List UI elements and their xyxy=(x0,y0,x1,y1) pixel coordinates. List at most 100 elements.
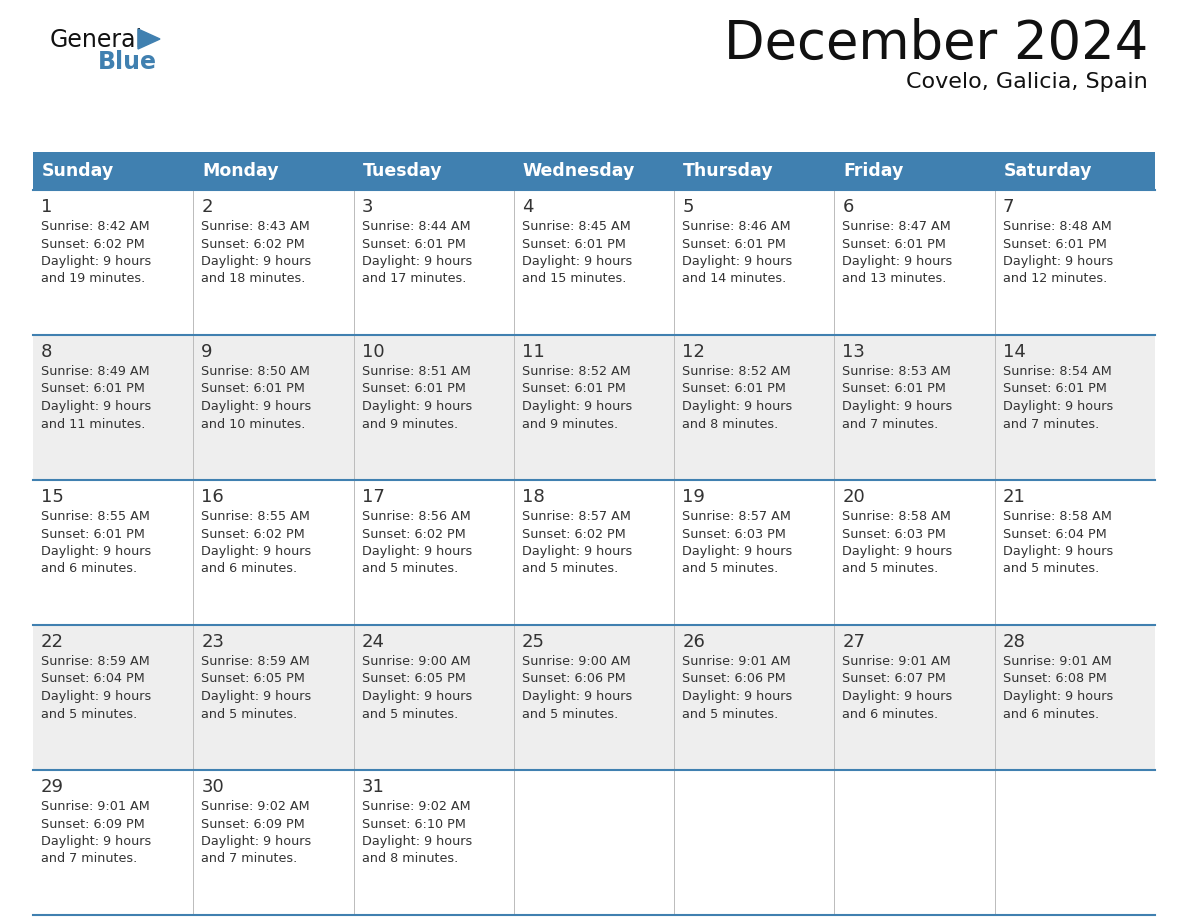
Text: Sunset: 6:02 PM: Sunset: 6:02 PM xyxy=(42,238,145,251)
Text: Daylight: 9 hours: Daylight: 9 hours xyxy=(522,400,632,413)
Text: 18: 18 xyxy=(522,488,544,506)
Text: 11: 11 xyxy=(522,343,544,361)
Text: 8: 8 xyxy=(42,343,52,361)
Text: Tuesday: Tuesday xyxy=(362,162,442,180)
Text: Sunrise: 9:00 AM: Sunrise: 9:00 AM xyxy=(522,655,631,668)
Text: Sunset: 6:01 PM: Sunset: 6:01 PM xyxy=(361,238,466,251)
Text: 1: 1 xyxy=(42,198,52,216)
Text: Sunset: 6:01 PM: Sunset: 6:01 PM xyxy=(682,238,786,251)
Text: and 11 minutes.: and 11 minutes. xyxy=(42,418,145,431)
Text: Daylight: 9 hours: Daylight: 9 hours xyxy=(522,255,632,268)
Text: and 5 minutes.: and 5 minutes. xyxy=(682,708,778,721)
Text: 15: 15 xyxy=(42,488,64,506)
Text: Sunrise: 8:57 AM: Sunrise: 8:57 AM xyxy=(682,510,791,523)
Text: and 6 minutes.: and 6 minutes. xyxy=(42,563,137,576)
Text: Sunrise: 8:58 AM: Sunrise: 8:58 AM xyxy=(842,510,952,523)
Text: 21: 21 xyxy=(1003,488,1025,506)
Text: and 5 minutes.: and 5 minutes. xyxy=(361,563,457,576)
Bar xyxy=(33,190,1155,335)
Text: and 5 minutes.: and 5 minutes. xyxy=(682,563,778,576)
Text: Daylight: 9 hours: Daylight: 9 hours xyxy=(42,690,151,703)
Text: and 7 minutes.: and 7 minutes. xyxy=(201,853,297,866)
Text: Sunrise: 8:43 AM: Sunrise: 8:43 AM xyxy=(201,220,310,233)
Text: Sunrise: 8:56 AM: Sunrise: 8:56 AM xyxy=(361,510,470,523)
Text: Daylight: 9 hours: Daylight: 9 hours xyxy=(682,400,792,413)
Text: Sunset: 6:01 PM: Sunset: 6:01 PM xyxy=(842,238,947,251)
Text: Saturday: Saturday xyxy=(1004,162,1092,180)
Text: Daylight: 9 hours: Daylight: 9 hours xyxy=(42,400,151,413)
Text: 7: 7 xyxy=(1003,198,1015,216)
Text: Sunrise: 8:53 AM: Sunrise: 8:53 AM xyxy=(842,365,952,378)
Text: Daylight: 9 hours: Daylight: 9 hours xyxy=(201,400,311,413)
Text: and 7 minutes.: and 7 minutes. xyxy=(842,418,939,431)
Text: 27: 27 xyxy=(842,633,865,651)
Text: 24: 24 xyxy=(361,633,385,651)
Text: 29: 29 xyxy=(42,778,64,796)
Text: December 2024: December 2024 xyxy=(723,18,1148,70)
Text: and 5 minutes.: and 5 minutes. xyxy=(201,708,297,721)
Text: Sunset: 6:10 PM: Sunset: 6:10 PM xyxy=(361,818,466,831)
Text: 6: 6 xyxy=(842,198,854,216)
Text: Sunrise: 8:59 AM: Sunrise: 8:59 AM xyxy=(42,655,150,668)
Text: 23: 23 xyxy=(201,633,225,651)
Text: Sunrise: 8:54 AM: Sunrise: 8:54 AM xyxy=(1003,365,1112,378)
Text: Sunrise: 8:57 AM: Sunrise: 8:57 AM xyxy=(522,510,631,523)
Text: and 18 minutes.: and 18 minutes. xyxy=(201,273,305,285)
Text: Sunset: 6:01 PM: Sunset: 6:01 PM xyxy=(522,383,626,396)
Text: Sunset: 6:02 PM: Sunset: 6:02 PM xyxy=(522,528,626,541)
Text: Sunrise: 8:42 AM: Sunrise: 8:42 AM xyxy=(42,220,150,233)
Text: and 5 minutes.: and 5 minutes. xyxy=(522,563,618,576)
Text: Sunrise: 9:01 AM: Sunrise: 9:01 AM xyxy=(682,655,791,668)
Text: Sunrise: 9:02 AM: Sunrise: 9:02 AM xyxy=(201,800,310,813)
Text: 4: 4 xyxy=(522,198,533,216)
Text: Daylight: 9 hours: Daylight: 9 hours xyxy=(42,835,151,848)
Text: and 14 minutes.: and 14 minutes. xyxy=(682,273,786,285)
Text: Sunrise: 8:44 AM: Sunrise: 8:44 AM xyxy=(361,220,470,233)
Text: and 6 minutes.: and 6 minutes. xyxy=(842,708,939,721)
Text: Sunday: Sunday xyxy=(42,162,114,180)
Text: 26: 26 xyxy=(682,633,704,651)
Text: Daylight: 9 hours: Daylight: 9 hours xyxy=(42,545,151,558)
Text: General: General xyxy=(50,28,143,52)
Text: Sunset: 6:01 PM: Sunset: 6:01 PM xyxy=(682,383,786,396)
Text: Sunrise: 9:01 AM: Sunrise: 9:01 AM xyxy=(42,800,150,813)
Text: Daylight: 9 hours: Daylight: 9 hours xyxy=(201,690,311,703)
Text: Sunset: 6:06 PM: Sunset: 6:06 PM xyxy=(522,673,626,686)
Text: and 17 minutes.: and 17 minutes. xyxy=(361,273,466,285)
Text: and 5 minutes.: and 5 minutes. xyxy=(522,708,618,721)
Text: Daylight: 9 hours: Daylight: 9 hours xyxy=(1003,255,1113,268)
Text: Daylight: 9 hours: Daylight: 9 hours xyxy=(42,255,151,268)
Text: Daylight: 9 hours: Daylight: 9 hours xyxy=(361,690,472,703)
Text: 17: 17 xyxy=(361,488,385,506)
Text: 3: 3 xyxy=(361,198,373,216)
Text: Sunset: 6:02 PM: Sunset: 6:02 PM xyxy=(201,528,305,541)
Text: 31: 31 xyxy=(361,778,385,796)
Text: 5: 5 xyxy=(682,198,694,216)
Text: and 12 minutes.: and 12 minutes. xyxy=(1003,273,1107,285)
Text: Daylight: 9 hours: Daylight: 9 hours xyxy=(1003,545,1113,558)
Text: 30: 30 xyxy=(201,778,225,796)
Bar xyxy=(33,152,1155,190)
Text: Sunrise: 8:52 AM: Sunrise: 8:52 AM xyxy=(682,365,791,378)
Text: Sunset: 6:01 PM: Sunset: 6:01 PM xyxy=(201,383,305,396)
Text: Daylight: 9 hours: Daylight: 9 hours xyxy=(522,690,632,703)
Text: Daylight: 9 hours: Daylight: 9 hours xyxy=(842,255,953,268)
Text: Sunset: 6:01 PM: Sunset: 6:01 PM xyxy=(42,383,145,396)
Text: 13: 13 xyxy=(842,343,865,361)
Text: Daylight: 9 hours: Daylight: 9 hours xyxy=(361,255,472,268)
Polygon shape xyxy=(138,29,160,49)
Text: and 15 minutes.: and 15 minutes. xyxy=(522,273,626,285)
Text: Blue: Blue xyxy=(97,50,157,74)
Text: and 8 minutes.: and 8 minutes. xyxy=(682,418,778,431)
Text: and 5 minutes.: and 5 minutes. xyxy=(842,563,939,576)
Text: Sunset: 6:01 PM: Sunset: 6:01 PM xyxy=(42,528,145,541)
Text: Daylight: 9 hours: Daylight: 9 hours xyxy=(682,255,792,268)
Text: 25: 25 xyxy=(522,633,545,651)
Text: Sunrise: 8:50 AM: Sunrise: 8:50 AM xyxy=(201,365,310,378)
Text: Sunrise: 8:45 AM: Sunrise: 8:45 AM xyxy=(522,220,631,233)
Text: 10: 10 xyxy=(361,343,384,361)
Text: Sunrise: 8:52 AM: Sunrise: 8:52 AM xyxy=(522,365,631,378)
Text: 16: 16 xyxy=(201,488,225,506)
Text: 9: 9 xyxy=(201,343,213,361)
Text: Sunset: 6:06 PM: Sunset: 6:06 PM xyxy=(682,673,786,686)
